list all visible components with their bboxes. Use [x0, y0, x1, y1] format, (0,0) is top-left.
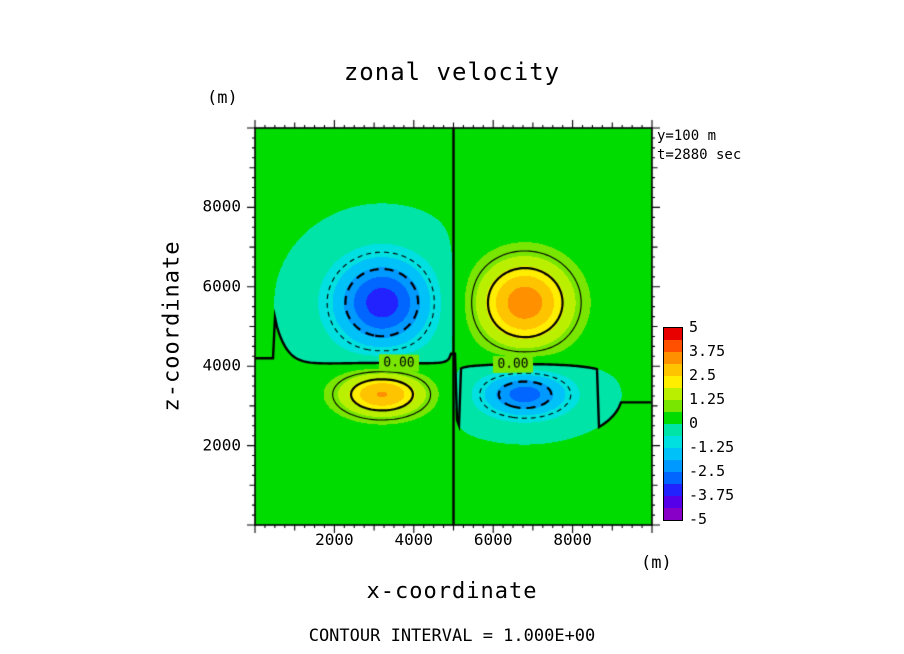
slice-y-value: y=100 m [657, 128, 717, 144]
x-tick-label: 6000 [473, 530, 513, 549]
colorbar-cell [664, 508, 682, 520]
colorbar-cell [664, 388, 682, 400]
colorbar-tick-label: 0 [689, 414, 699, 432]
colorbar-cell [664, 400, 682, 412]
z-tick-label: 8000 [202, 196, 241, 216]
colorbar-cell [664, 496, 682, 508]
x-tick-label: 8000 [553, 530, 592, 549]
colorbar-tick-label: -2.5 [689, 462, 726, 480]
slice-annotation: y=100 m t=2880 sec [657, 127, 741, 165]
colorbar-tick-label: 5 [689, 318, 699, 336]
colorbar-cell [664, 424, 682, 436]
z-axis-unit-label: (m) [207, 88, 238, 108]
colorbar [663, 327, 683, 521]
colorbar-tick-label: 1.25 [689, 390, 726, 408]
plot-area: 2000 4000 6000 8000 2000 4000 6000 8000 [202, 117, 663, 549]
x-tick-label: 2000 [315, 530, 354, 549]
slice-time-value: t=2880 sec [657, 147, 742, 163]
colorbar-cell [664, 436, 682, 448]
colorbar-tick-label: 2.5 [689, 366, 717, 384]
contour-interval-note: CONTOUR INTERVAL = 1.000E+00 [308, 626, 596, 646]
colorbar-tick-label: 3.75 [689, 342, 726, 360]
colorbar-cell [664, 340, 682, 352]
colorbar-cell [664, 328, 682, 340]
x-axis-title: x-coordinate [366, 579, 538, 604]
colorbar-cell [664, 472, 682, 484]
z-axis-title: z-coordinate [159, 240, 185, 412]
z-tick-label: 6000 [202, 276, 241, 296]
z-tick-label: 2000 [202, 435, 241, 455]
colorbar-labels: 5 3.75 2.5 1.25 0 -1.25 -2.5 -3.75 -5 [689, 318, 759, 528]
colorbar-cell [664, 448, 682, 460]
z-tick-label: 4000 [202, 355, 241, 375]
x-axis-unit-label: (m) [641, 553, 672, 573]
colorbar-cell [664, 412, 682, 424]
colorbar-tick-label: -1.25 [689, 438, 735, 456]
colorbar-cell [664, 376, 682, 388]
colorbar-cell [664, 364, 682, 376]
contour-plot-canvas [244, 117, 663, 536]
x-tick-label: 4000 [394, 530, 434, 549]
colorbar-tick-label: -5 [689, 510, 708, 528]
colorbar-tick-label: -3.75 [689, 486, 735, 504]
colorbar-cell [664, 484, 682, 496]
colorbar-cell [664, 352, 682, 364]
colorbar-cell [664, 460, 682, 472]
plot-title: zonal velocity [343, 58, 561, 86]
